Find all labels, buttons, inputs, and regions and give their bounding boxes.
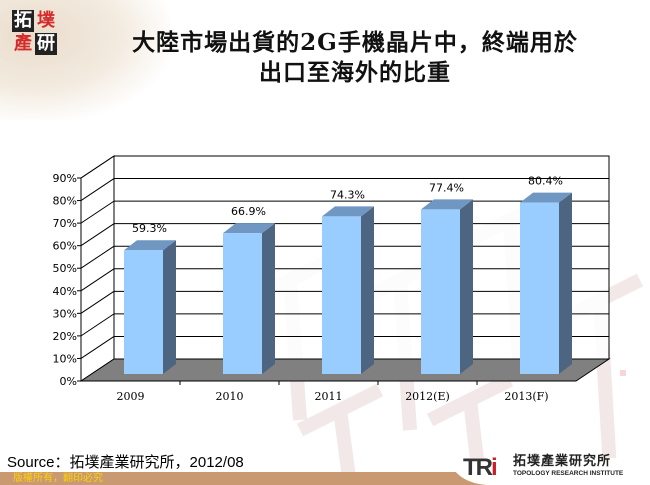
bar-side (361, 206, 374, 374)
org-name-en: TOPOLOGY RESEARCH INSTITUTE (513, 470, 624, 477)
gridline-side (80, 245, 115, 269)
title-line-2: 出口至海外的比重 (259, 59, 451, 86)
y-tick-label: 50% (53, 262, 77, 275)
bar-front (124, 250, 163, 374)
bar-top (124, 240, 176, 251)
logo-char: 墣 (37, 10, 55, 31)
bar-top (421, 199, 473, 210)
bar-side (460, 199, 473, 374)
logo-char: 研 (35, 33, 57, 55)
y-tick-label: 10% (53, 352, 77, 365)
data-label: 59.3% (132, 222, 167, 235)
gridline-side (80, 178, 115, 201)
logo-char: 拓 (12, 10, 34, 32)
x-tick-label: 2013(F) (504, 390, 548, 403)
logo-char: 產 (14, 33, 32, 54)
bar-side (559, 192, 572, 374)
source-note: Source：拓墣產業研究所，2012/08 (7, 454, 244, 471)
bar-front (421, 209, 460, 374)
y-tick-label: 60% (53, 240, 77, 253)
data-label: 74.3% (330, 188, 365, 201)
data-label: 80.4% (528, 175, 563, 188)
data-label: 66.9% (231, 205, 266, 218)
x-tick-label: 2009 (117, 390, 145, 403)
data-label: 77.4% (429, 181, 464, 194)
tri-logo-mark: TRi (463, 454, 498, 481)
bar-front (322, 216, 361, 374)
y-tick-label: 40% (53, 285, 77, 298)
bar-side (262, 223, 275, 374)
gridline-side (80, 155, 115, 179)
copyright-text: 版權所有，翻印必究 (13, 473, 103, 484)
gridline-side (80, 268, 115, 292)
title-line-1: 大陸市場出貨的2G手機晶片中，終端用於 (132, 29, 578, 56)
footer-bar: 版權所有，翻印必究 (0, 458, 650, 485)
y-tick-label: 0% (60, 375, 77, 388)
bar-top (520, 192, 572, 203)
bar-top (223, 223, 275, 234)
y-tick-label: 70% (53, 217, 77, 230)
x-tick-label: 2011 (315, 390, 343, 403)
bar-side (163, 240, 176, 374)
bar-front (223, 233, 262, 374)
gridline-side (80, 336, 115, 359)
gridline-side (80, 313, 115, 337)
y-tick-label: 90% (53, 172, 77, 185)
bar-top (322, 206, 374, 217)
gridline-side (80, 223, 115, 247)
y-tick-label: 80% (53, 195, 77, 208)
y-tick-label: 20% (53, 330, 77, 343)
gridline-side (80, 200, 115, 224)
x-tick-label: 2012(E) (405, 390, 450, 403)
x-tick-label: 2010 (216, 390, 244, 403)
tri-logo-badge: 拓 墣 產 研 (12, 10, 58, 56)
page-title: 大陸市場出貨的2G手機晶片中，終端用於 出口至海外的比重 (60, 28, 650, 88)
tri-org-logo: TRi 拓墣產業研究所 TOPOLOGY RESEARCH INSTITUTE (463, 455, 648, 481)
bar-front (520, 202, 559, 374)
org-name-cn: 拓墣產業研究所 (513, 454, 612, 469)
bar-chart: 0% 10% 20% 30% 40% 50% 60% 70% 80% 90% 59.3% 2009 66… (53, 155, 611, 403)
gridline-side (80, 290, 115, 314)
y-tick-label: 30% (53, 307, 77, 320)
footer-curve (450, 458, 650, 485)
